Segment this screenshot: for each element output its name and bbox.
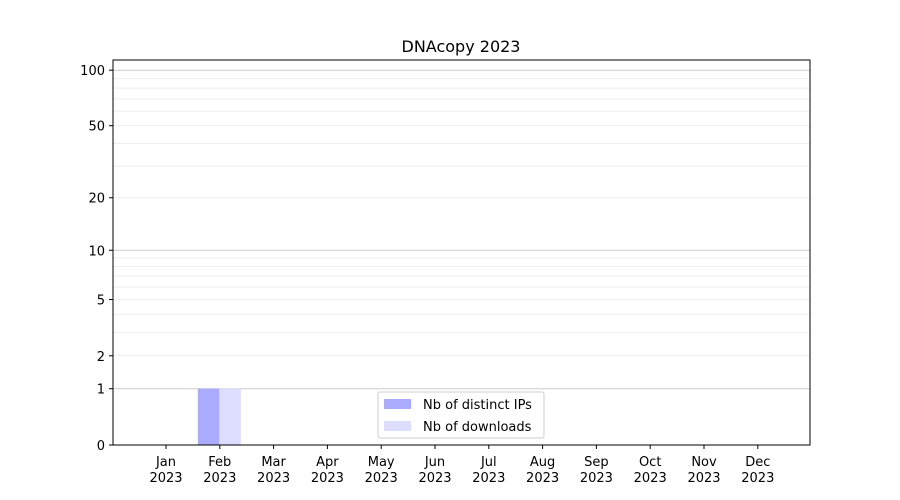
x-tick-label: Mar 2023 [257,455,290,486]
x-tick-label: Jan 2023 [149,455,182,486]
legend-swatch [384,421,411,431]
bar-distinct-ips [197,388,220,445]
x-tick-label: Sep 2023 [580,455,613,486]
legend-swatch [384,399,411,409]
x-tick-label: Dec 2023 [741,455,774,486]
x-tick-label: Oct 2023 [634,455,667,486]
legend-label: Nb of downloads [423,420,532,435]
bar-downloads [219,388,241,445]
legend-label: Nb of distinct IPs [423,398,532,413]
x-tick-label: Jun 2023 [418,455,451,486]
y-tick-label: 100 [80,64,105,79]
x-tick-label: Jul 2023 [472,455,505,486]
legend: Nb of distinct IPs Nb of downloads [377,391,545,439]
x-tick-label: Aug 2023 [526,455,559,486]
x-tick-label: Feb 2023 [203,455,236,486]
y-tick-label: 2 [97,350,105,365]
x-tick-label: Nov 2023 [687,455,720,486]
x-tick-label: Apr 2023 [311,455,344,486]
plot-frame [112,59,811,446]
y-tick-label: 0 [97,439,105,454]
y-tick-label: 1 [97,383,105,398]
y-tick-label: 20 [88,192,105,207]
y-tick-label: 5 [97,293,105,308]
y-tick-label: 50 [88,120,105,135]
x-tick-label: May 2023 [365,455,398,486]
y-tick-label: 10 [88,244,105,259]
chart-title: DNAcopy 2023 [402,37,521,56]
